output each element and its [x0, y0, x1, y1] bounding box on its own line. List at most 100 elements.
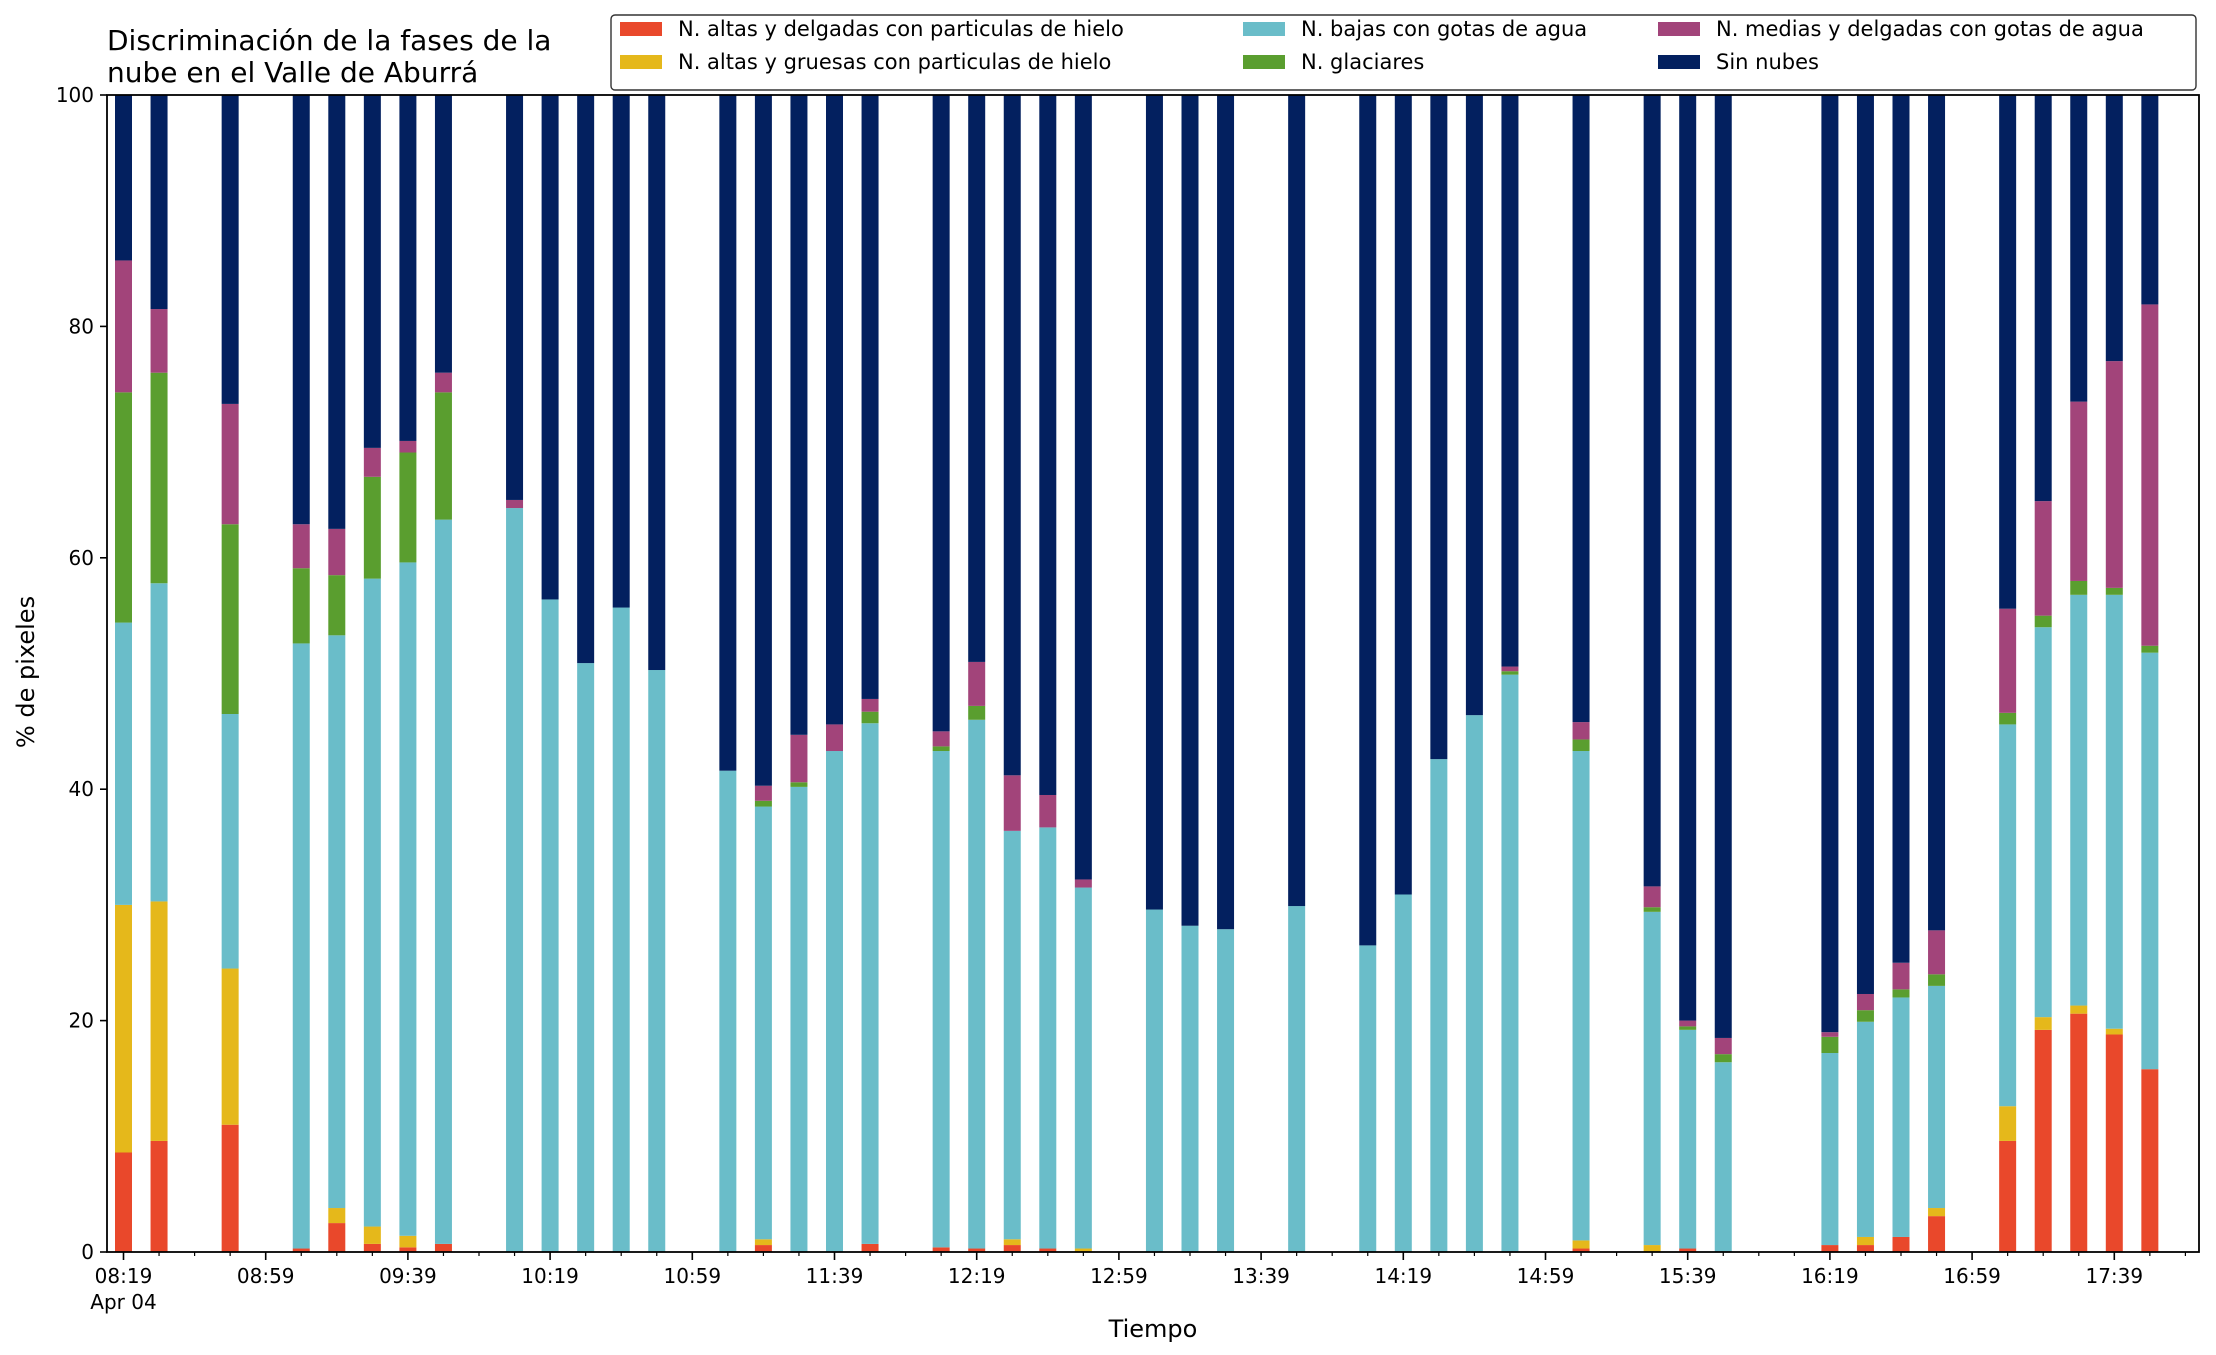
- legend-swatch: [620, 55, 662, 69]
- bar-segment: [2070, 401, 2088, 581]
- bar-segment: [221, 95, 239, 404]
- x-tick-label: 12:59: [1090, 1264, 1148, 1288]
- bar-segment: [328, 1208, 346, 1224]
- bar-segment: [434, 372, 452, 393]
- legend-swatch: [1658, 22, 1700, 36]
- bar-segment: [2070, 1005, 2088, 1014]
- bar-segment: [363, 1243, 381, 1252]
- bar-segment: [754, 785, 772, 801]
- x-tick-label: 16:59: [1943, 1264, 2001, 1288]
- bar-segment: [434, 392, 452, 520]
- legend-label: N. glaciares: [1301, 50, 1424, 74]
- bar-segment: [754, 1239, 772, 1246]
- bar-segment: [1643, 907, 1661, 912]
- bar-segment: [861, 698, 879, 712]
- bar-segment: [1039, 827, 1057, 1249]
- bar-segment: [1999, 95, 2017, 609]
- bar-segment: [1679, 95, 1697, 1021]
- bar-segment: [1288, 95, 1306, 907]
- bar-segment: [150, 309, 168, 373]
- bar-segment: [719, 770, 737, 1252]
- bar-segment: [1501, 674, 1519, 1252]
- bar-segment: [434, 95, 452, 373]
- bar-segment: [1679, 1020, 1697, 1027]
- legend-swatch: [1243, 55, 1285, 69]
- bar-segment: [826, 724, 843, 752]
- y-axis-label: % de pixeles: [12, 596, 40, 748]
- bar-segment: [826, 95, 843, 725]
- bar-segment: [434, 1243, 452, 1252]
- bar-segment: [363, 1226, 381, 1244]
- bar-segment: [2034, 95, 2052, 502]
- bar-segment: [1217, 929, 1235, 1252]
- bar-segment: [1821, 1245, 1839, 1252]
- bar-segment: [2034, 627, 2052, 1018]
- bar-segment: [861, 95, 879, 699]
- legend: N. altas y delgadas con particulas de hi…: [610, 14, 2197, 91]
- bar-segment: [150, 583, 168, 902]
- bar-segment: [968, 95, 986, 662]
- bar-segment: [1643, 911, 1661, 1246]
- bar-segment: [328, 635, 346, 1209]
- bar-segment: [1892, 1236, 1910, 1252]
- bar-segment: [2141, 652, 2159, 1070]
- bar-segment: [1217, 95, 1235, 930]
- bar-segment: [115, 392, 132, 623]
- bar-segment: [2105, 95, 2123, 362]
- bar-segment: [2034, 1017, 2052, 1030]
- bar-segment: [1501, 666, 1519, 672]
- x-tick-label: 10:19: [521, 1264, 579, 1288]
- bar-segment: [221, 403, 239, 525]
- bar-segment: [2105, 1034, 2123, 1252]
- bar-segment: [434, 519, 452, 1244]
- x-tick-label: 10:59: [663, 1264, 721, 1288]
- bar-segment: [363, 476, 381, 579]
- bars-layer: [115, 95, 2159, 1252]
- bar-segment: [221, 968, 239, 1125]
- y-tick-label: 80: [69, 314, 94, 338]
- bar-segment: [1359, 945, 1377, 1252]
- bar-segment: [1999, 608, 2017, 713]
- bar-segment: [1856, 993, 1874, 1011]
- x-tick-label: 08:19: [95, 1264, 153, 1288]
- bar-segment: [1856, 1245, 1874, 1252]
- legend-box: [610, 14, 2197, 91]
- bar-segment: [1003, 830, 1021, 1240]
- x-tick-label: 11:39: [806, 1264, 864, 1288]
- bar-segment: [2141, 95, 2159, 305]
- bar-segment: [1679, 1248, 1697, 1252]
- bar-segment: [1572, 1240, 1590, 1249]
- bar-segment: [1430, 95, 1448, 760]
- bar-segment: [399, 1235, 417, 1248]
- bar-segment: [1145, 909, 1163, 1252]
- bar-segment: [2141, 304, 2159, 646]
- bar-segment: [292, 643, 310, 1249]
- x-tick-label: 09:39: [379, 1264, 437, 1288]
- bar-segment: [1928, 1216, 1946, 1252]
- x-tick-label: 14:19: [1374, 1264, 1432, 1288]
- bar-segment: [1856, 1010, 1874, 1022]
- bar-segment: [221, 524, 239, 714]
- bar-segment: [541, 599, 559, 1252]
- bar-segment: [399, 452, 417, 563]
- bar-segment: [932, 731, 950, 747]
- bar-segment: [150, 1140, 168, 1252]
- bar-segment: [754, 95, 772, 786]
- bar-segment: [115, 622, 132, 905]
- bar-segment: [1928, 930, 1946, 975]
- bar-segment: [506, 508, 524, 1252]
- bar-segment: [1856, 95, 1874, 994]
- bar-segment: [221, 714, 239, 969]
- bar-segment: [1003, 1239, 1021, 1246]
- x-tick-label: 17:39: [2085, 1264, 2143, 1288]
- bar-segment: [2105, 361, 2123, 588]
- bar-segment: [1074, 95, 1092, 880]
- bar-segment: [1003, 775, 1021, 831]
- bar-segment: [1892, 997, 1910, 1237]
- bar-segment: [2034, 1029, 2052, 1252]
- bar-segment: [826, 751, 843, 1252]
- bar-segment: [1643, 886, 1661, 908]
